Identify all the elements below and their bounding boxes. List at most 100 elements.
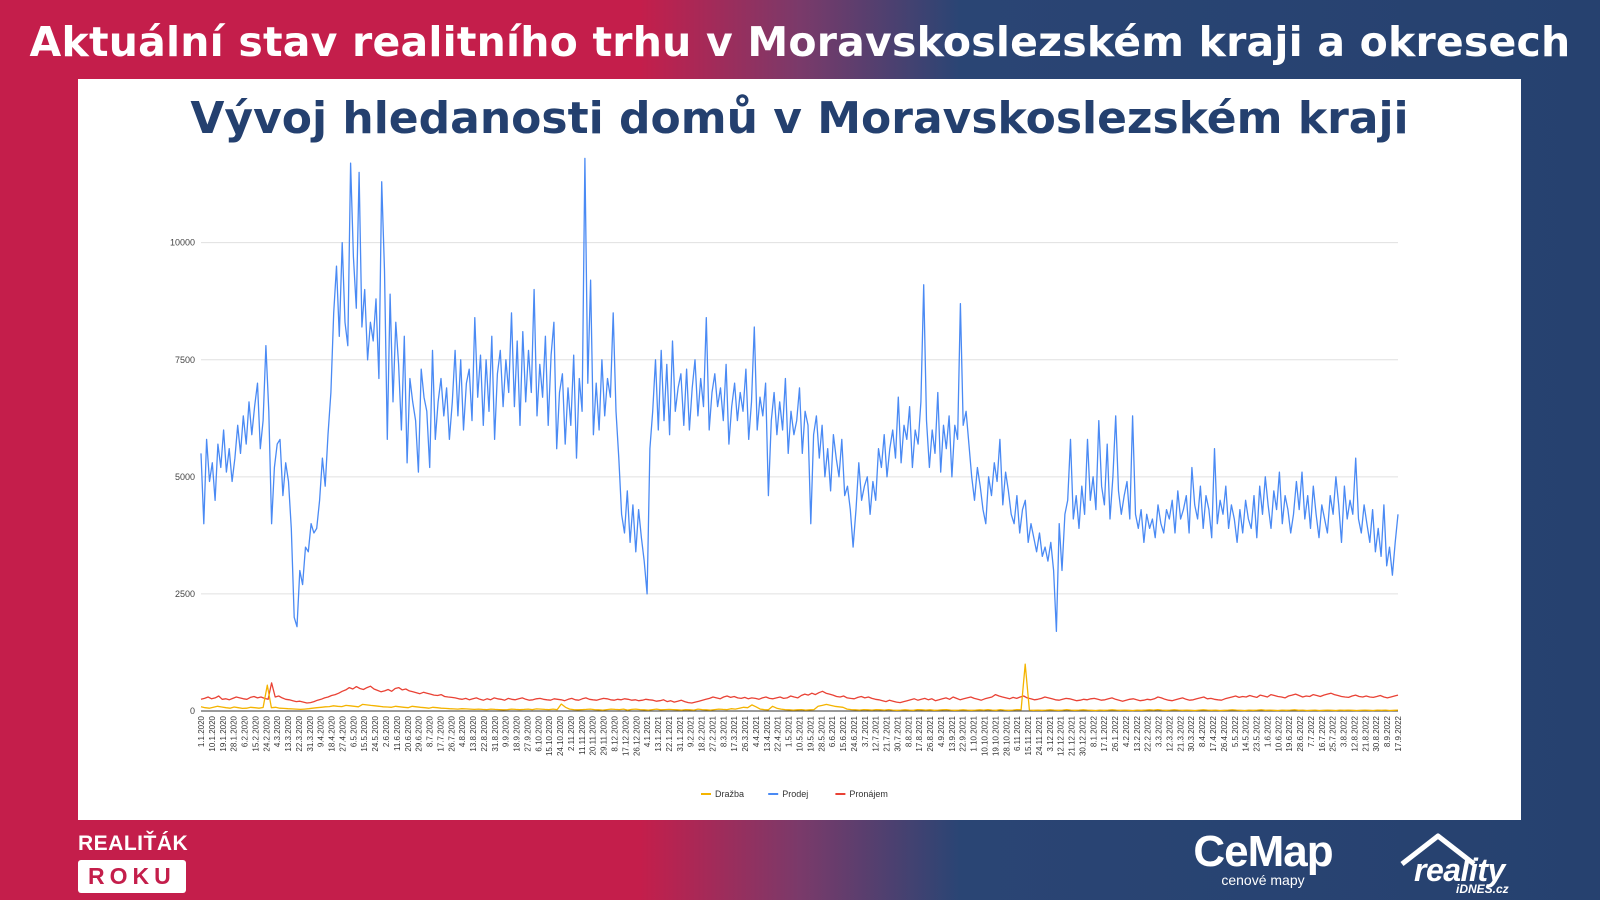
- y-tick-label: 7500: [175, 355, 195, 365]
- x-tick-label: 13.2.2022: [1133, 715, 1142, 751]
- x-tick-label: 13.3.2020: [284, 715, 293, 751]
- x-tick-label: 9.9.2020: [502, 715, 511, 747]
- x-tick-label: 10.5.2021: [796, 715, 805, 751]
- x-tick-label: 12.8.2022: [1351, 715, 1360, 751]
- x-tick-label: 17.7.2020: [436, 715, 445, 751]
- x-tick-label: 26.8.2021: [926, 715, 935, 751]
- x-tick-label: 12.7.2021: [872, 715, 881, 751]
- x-tick-label: 11.6.2020: [393, 715, 402, 751]
- x-tick-label: 24.11.2021: [1035, 715, 1044, 755]
- series-line-2: [200, 682, 1399, 704]
- reality-sub: iDNES.cz: [1456, 882, 1509, 896]
- legend-label: Prodej: [782, 789, 808, 799]
- x-tick-label: 28.5.2021: [817, 715, 826, 751]
- x-tick-label: 17.4.2022: [1209, 715, 1218, 751]
- x-tick-label: 30.8.2022: [1372, 715, 1381, 751]
- x-tick-label: 24.2.2020: [262, 715, 271, 751]
- reality-name: reality: [1414, 852, 1505, 888]
- reality-idnes-logo: reality iDNES.cz: [1398, 830, 1528, 896]
- x-tick-label: 16.7.2022: [1318, 715, 1327, 751]
- x-tick-label: 22.4.2021: [774, 715, 783, 751]
- x-tick-label: 23.5.2022: [1253, 715, 1262, 751]
- x-tick-label: 24.10.2020: [556, 715, 565, 756]
- x-tick-label: 26.1.2022: [1111, 715, 1120, 751]
- x-tick-label: 27.2.2021: [708, 715, 717, 751]
- x-tick-label: 29.11.2020: [600, 715, 609, 755]
- x-tick-label: 31.1.2021: [676, 715, 685, 751]
- x-tick-label: 29.6.2020: [415, 715, 424, 751]
- x-tick-label: 19.5.2021: [806, 715, 815, 751]
- legend-label: Dražba: [715, 789, 744, 799]
- x-tick-label: 26.4.2022: [1220, 715, 1229, 751]
- x-tick-label: 17.3.2021: [730, 715, 739, 751]
- x-tick-label: 25.7.2022: [1329, 715, 1338, 751]
- cemap-name: CeMap: [1193, 827, 1333, 876]
- house-roof-icon: [1400, 833, 1476, 866]
- x-tick-label: 4.8.2020: [458, 715, 467, 747]
- x-tick-label: 21.12.2021: [1068, 715, 1077, 756]
- x-tick-label: 1.6.2022: [1263, 715, 1272, 747]
- x-tick-label: 6.11.2021: [1013, 715, 1022, 751]
- x-tick-label: 19.1.2020: [219, 715, 228, 751]
- x-tick-label: 22.1.2021: [665, 715, 674, 751]
- x-tick-label: 1.1.2020: [197, 715, 206, 747]
- x-tick-label: 15.2.2020: [251, 715, 260, 751]
- x-tick-label: 17.1.2022: [1100, 715, 1109, 751]
- cemap-sub: cenové mapy: [1221, 872, 1305, 888]
- x-tick-label: 28.1.2020: [230, 715, 239, 751]
- x-tick-label: 17.8.2021: [915, 715, 924, 751]
- x-tick-label: 19.10.2021: [991, 715, 1000, 756]
- x-tick-label: 21.3.2022: [1176, 715, 1185, 751]
- x-tick-label: 8.12.2020: [611, 715, 620, 751]
- x-tick-label: 26.12.2020: [632, 715, 641, 756]
- x-tick-label: 22.8.2020: [480, 715, 489, 751]
- x-tick-label: 8.8.2021: [904, 715, 913, 747]
- x-tick-label: 24.5.2020: [371, 715, 380, 751]
- x-tick-label: 8.3.2021: [719, 715, 728, 747]
- x-tick-label: 13.9.2021: [948, 715, 957, 751]
- y-tick-label: 5000: [175, 472, 195, 482]
- x-tick-label: 22.9.2021: [959, 715, 968, 751]
- x-tick-label: 3.8.2022: [1340, 715, 1349, 747]
- x-tick-label: 2.11.2020: [567, 715, 576, 751]
- x-tick-label: 6.10.2020: [534, 715, 543, 751]
- x-tick-label: 10.6.2022: [1274, 715, 1283, 751]
- y-tick-label: 0: [190, 706, 195, 716]
- x-tick-label: 22.2.2022: [1144, 715, 1153, 751]
- x-tick-label: 4.9.2021: [937, 715, 946, 747]
- x-tick-label: 8.4.2022: [1198, 715, 1207, 747]
- x-tick-label: 8.9.2022: [1383, 715, 1392, 747]
- x-tick-label: 27.9.2020: [524, 715, 533, 751]
- x-tick-label: 4.4.2021: [752, 715, 761, 747]
- series-line-1: [200, 157, 1399, 633]
- x-tick-label: 19.6.2022: [1285, 715, 1294, 751]
- x-tick-label: 24.6.2021: [850, 715, 859, 751]
- x-tick-label: 3.7.2021: [861, 715, 870, 747]
- x-tick-labels: 1.1.2020 10.1.2020 19.1.2020 28.1.2020 6.2.2…: [197, 715, 1403, 756]
- x-tick-label: 12.12.2021: [1057, 715, 1066, 756]
- x-tick-label: 4.3.2020: [273, 715, 282, 747]
- x-tick-label: 26.7.2020: [447, 715, 456, 751]
- x-tick-label: 31.3.2020: [306, 715, 315, 751]
- x-tick-label: 18.9.2020: [513, 715, 522, 751]
- x-tick-label: 1.10.2021: [970, 715, 979, 751]
- legend: Dražba Prodej Pronájem: [701, 789, 888, 799]
- x-tick-label: 21.7.2021: [883, 715, 892, 751]
- x-tick-label: 5.5.2022: [1231, 715, 1240, 747]
- legend-label: Pronájem: [849, 789, 888, 799]
- x-tick-label: 17.12.2020: [621, 715, 630, 756]
- banner-title: Aktuální stav realitního trhu v Moravsko…: [29, 18, 1571, 66]
- x-tick-label: 20.6.2020: [404, 715, 413, 751]
- y-tick-labels: 0 2500 5000 7500 10000: [170, 238, 195, 716]
- x-tick-label: 15.5.2020: [360, 715, 369, 751]
- x-tick-label: 1.5.2021: [785, 715, 794, 747]
- grid-lines: [201, 242, 1398, 712]
- x-tick-label: 18.4.2020: [328, 715, 337, 751]
- x-tick-label: 31.8.2020: [491, 715, 500, 751]
- cemap-logo: CeMap cenové mapy: [1183, 827, 1343, 889]
- x-tick-label: 13.1.2021: [654, 715, 663, 751]
- x-tick-label: 11.11.2020: [578, 715, 587, 754]
- x-tick-label: 6.2.2020: [241, 715, 250, 747]
- x-tick-label: 7.7.2022: [1307, 715, 1316, 747]
